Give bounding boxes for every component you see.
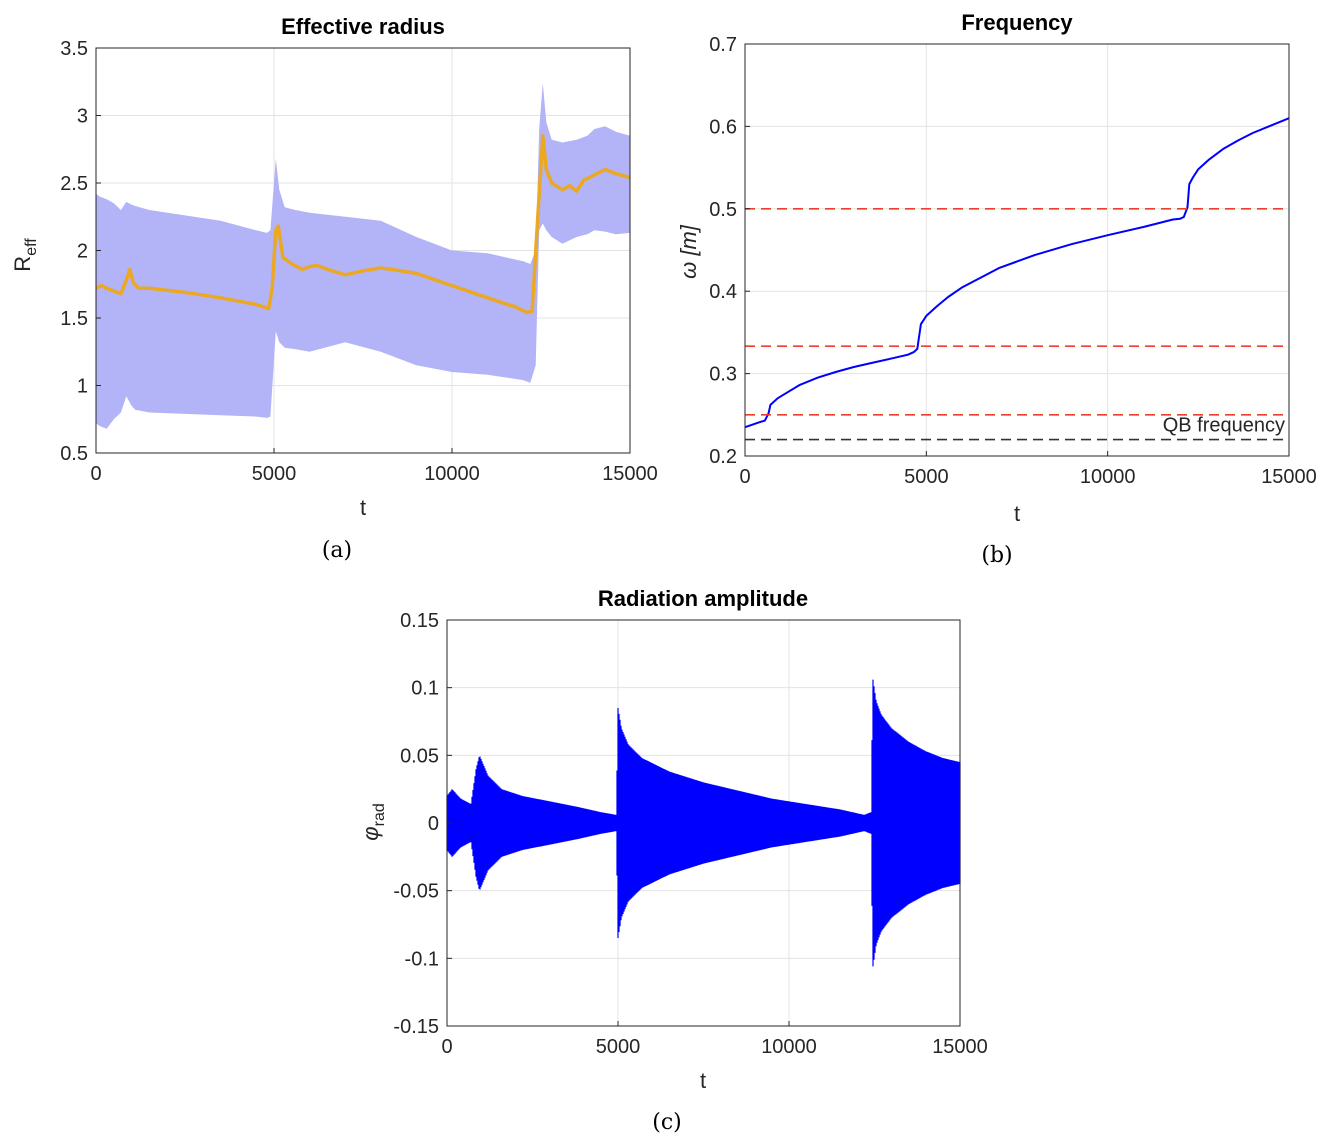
y-tick-label: 0.6 <box>709 116 737 138</box>
panel-label: (b) <box>981 543 1012 568</box>
y-axis-label-main: φ <box>358 826 383 840</box>
y-ticks: 0.5 1 1.5 2 2.5 3 3.5 <box>60 38 101 465</box>
x-tick-label: 10000 <box>761 1036 817 1058</box>
panel-label: (c) <box>652 1110 682 1135</box>
y-tick-label: 0.7 <box>709 34 737 56</box>
series-oscillation-band <box>96 83 630 429</box>
y-axis-label-main: R <box>10 256 35 272</box>
y-tick-label: 3.5 <box>60 38 88 60</box>
x-axis-label: t <box>1014 501 1020 526</box>
x-tick-label: 5000 <box>252 463 297 485</box>
x-ticks: 0 5000 10000 15000 <box>90 448 658 485</box>
x-tick-label: 15000 <box>932 1036 988 1058</box>
x-axis-label: t <box>700 1068 706 1093</box>
y-axis-label: ω [m] <box>676 224 701 279</box>
grid <box>744 43 1290 457</box>
y-tick-label: 3 <box>77 106 88 128</box>
x-tick-label: 5000 <box>596 1036 641 1058</box>
y-tick-label: 0.2 <box>709 446 737 468</box>
reference-line-label: QB frequency <box>1163 415 1285 437</box>
y-tick-label: 0.3 <box>709 364 737 386</box>
y-tick-label: -0.05 <box>393 881 439 903</box>
y-axis-label-sub: rad <box>371 803 388 826</box>
panel-effective-radius: 0 5000 10000 15000 0.5 1 1.5 2 2.5 3 3.5 Effectiv… <box>10 14 658 563</box>
x-tick-label: 10000 <box>1080 466 1136 488</box>
y-tick-label: -0.1 <box>405 948 439 970</box>
y-axis-label: Reff <box>10 238 40 272</box>
chart-title: Frequency <box>961 10 1073 35</box>
x-tick-label: 10000 <box>424 463 480 485</box>
panel-label: (a) <box>322 538 352 563</box>
plot-area: QB frequency <box>744 117 1290 441</box>
y-tick-label: 1.5 <box>60 308 88 330</box>
x-axis-label: t <box>360 495 366 520</box>
y-tick-label: 0.5 <box>709 199 737 221</box>
series-line <box>95 134 631 315</box>
x-tick-label: 0 <box>90 463 101 485</box>
x-ticks: 0 5000 10000 15000 <box>739 451 1317 488</box>
y-tick-label: 0.15 <box>400 610 439 632</box>
panel-radiation-amplitude: 0 5000 10000 15000 -0.15 -0.1 -0.05 0 0.05 0.1 0.… <box>358 586 988 1135</box>
y-tick-label: 0.5 <box>60 443 88 465</box>
y-axis-label: φrad <box>358 803 388 840</box>
chart-title: Effective radius <box>281 14 445 39</box>
y-tick-label: 0.1 <box>411 678 439 700</box>
y-tick-label: 0.4 <box>709 281 737 303</box>
y-axis-label-sub: eff <box>23 238 40 256</box>
chart-title: Radiation amplitude <box>598 586 808 611</box>
y-tick-label: 0 <box>428 813 439 835</box>
plot-area <box>95 83 631 429</box>
x-tick-label: 5000 <box>904 466 949 488</box>
x-tick-label: 0 <box>441 1036 452 1058</box>
y-tick-label: 0.05 <box>400 745 439 767</box>
y-tick-label: 1 <box>77 376 88 398</box>
panel-frequency: QB frequency 0 5000 10000 15000 0.20.30.40.… <box>676 10 1317 568</box>
y-ticks: -0.15 -0.1 -0.05 0 0.05 0.1 0.15 <box>393 610 452 1038</box>
x-tick-label: 15000 <box>1261 466 1317 488</box>
x-tick-label: 0 <box>739 466 750 488</box>
series-line <box>744 117 1290 429</box>
series-radiation-signal <box>446 679 961 967</box>
y-tick-label: -0.15 <box>393 1016 439 1038</box>
x-tick-label: 15000 <box>602 463 658 485</box>
y-tick-label: 2 <box>77 241 88 263</box>
y-ticks: 0.2 0.3 0.4 0.5 0.6 0.7 <box>709 34 750 468</box>
x-ticks: 0 5000 10000 15000 <box>441 1021 988 1058</box>
plot-area <box>446 679 961 967</box>
axes-frame <box>744 43 1290 457</box>
y-tick-label: 2.5 <box>60 173 88 195</box>
